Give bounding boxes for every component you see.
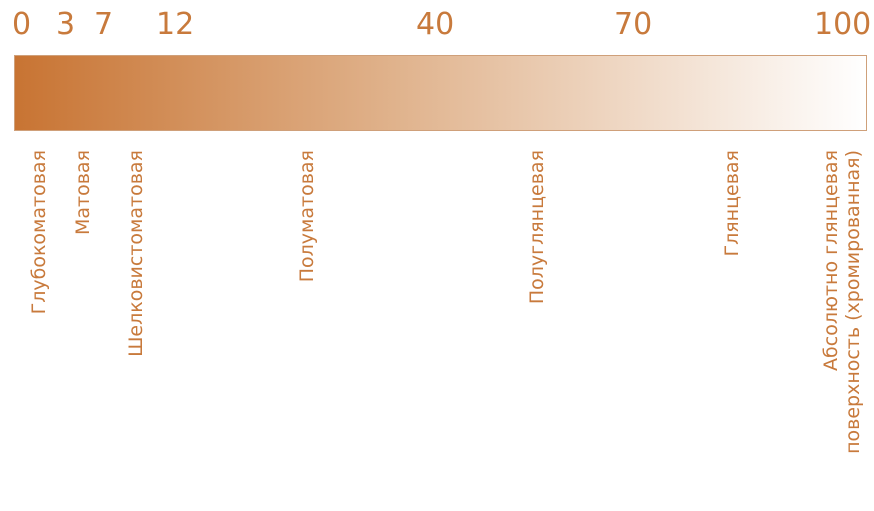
tick-label: 12 (156, 7, 195, 42)
category-label-high-gloss-line2: поверхность (хромированная) (842, 150, 864, 454)
tick-label: 100 (814, 7, 872, 42)
category-label-semi-matte: Полуматовая (296, 150, 318, 283)
tick-label: 70 (614, 7, 653, 42)
category-label-high-gloss-line1: Абсолютно глянцевая (820, 150, 842, 371)
tick-label: 3 (56, 7, 76, 42)
tick-label: 7 (94, 7, 114, 42)
category-label-high-gloss: Абсолютно глянцевая поверхность (хромиро… (820, 150, 864, 454)
category-label-matte: Матовая (72, 150, 94, 235)
category-label-silk-matte: Шелковистоматовая (125, 150, 147, 357)
category-label-semi-gloss: Полуглянцевая (526, 150, 548, 305)
tick-label: 40 (416, 7, 455, 42)
category-label-gloss: Глянцевая (721, 150, 743, 257)
gloss-gradient-bar (14, 55, 867, 131)
tick-label: 0 (12, 7, 32, 42)
category-label-deep-matte: Глубокоматовая (28, 150, 50, 315)
